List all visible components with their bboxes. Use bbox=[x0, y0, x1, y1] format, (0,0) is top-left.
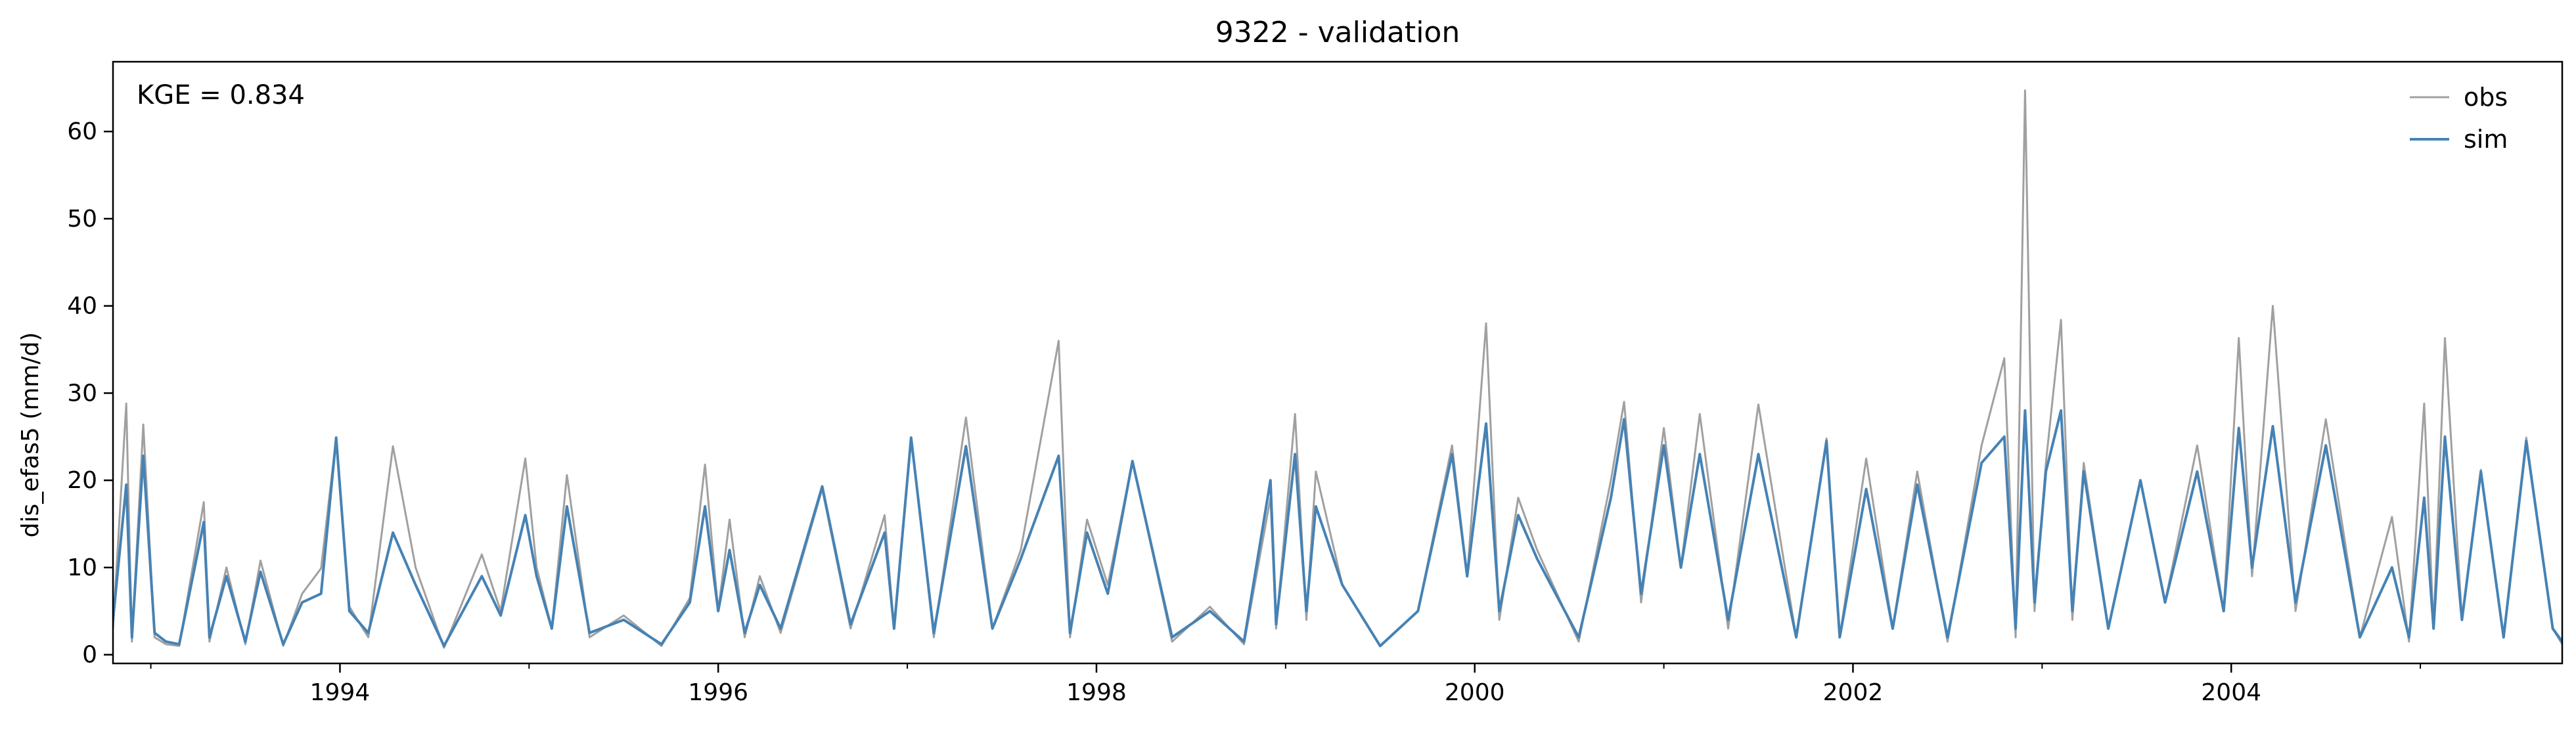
x-tick-label: 1998 bbox=[1066, 679, 1127, 706]
x-tick-label: 1994 bbox=[310, 679, 371, 706]
y-axis-label: dis_efas5 (mm/d) bbox=[17, 332, 44, 538]
legend-label-obs: obs bbox=[2464, 83, 2508, 112]
x-tick-label: 2002 bbox=[1823, 679, 1884, 706]
x-tick-label: 1996 bbox=[688, 679, 748, 706]
plot-area bbox=[112, 60, 2564, 665]
x-axis: 1994 1996 1998 2000 2002 2004 bbox=[150, 663, 2422, 706]
series-line-sim bbox=[113, 409, 2562, 648]
kge-annotation: KGE = 0.834 bbox=[137, 80, 305, 110]
chart-title: 9322 - validation bbox=[1215, 16, 1460, 49]
y-tick-label: 40 bbox=[67, 293, 97, 320]
y-tick-label: 20 bbox=[67, 467, 97, 494]
y-tick-label: 50 bbox=[67, 206, 97, 233]
y-tick-label: 60 bbox=[67, 118, 97, 145]
y-tick-label: 0 bbox=[82, 642, 97, 669]
y-tick-label: 10 bbox=[67, 554, 97, 581]
y-axis: 0 10 20 30 40 50 60 bbox=[67, 118, 113, 669]
series-line-obs bbox=[113, 89, 2562, 649]
legend: obs sim bbox=[2410, 83, 2508, 154]
y-tick-label: 30 bbox=[67, 380, 97, 407]
x-tick-label: 2004 bbox=[2201, 679, 2261, 706]
x-tick-label: 2000 bbox=[1445, 679, 1505, 706]
plot-frame bbox=[112, 60, 2564, 665]
legend-label-sim: sim bbox=[2464, 125, 2508, 154]
